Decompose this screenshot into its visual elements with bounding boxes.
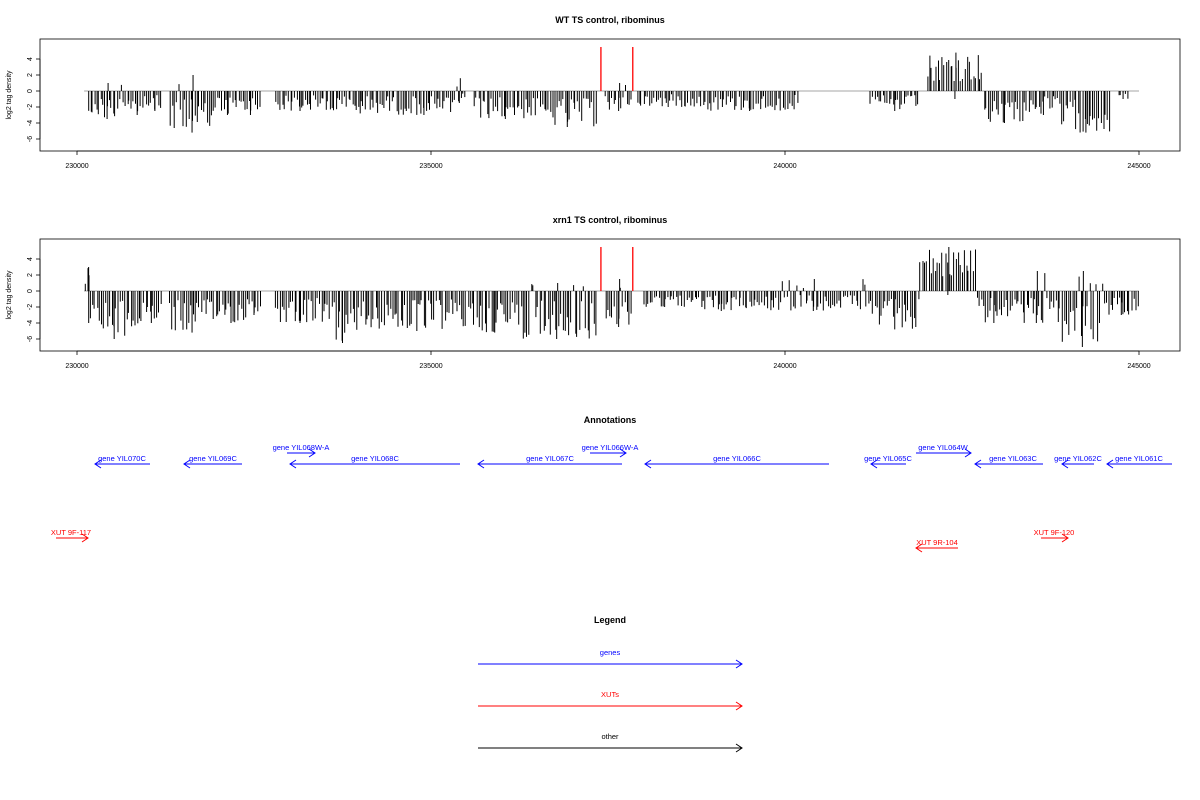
gene-arrow: gene YIL066W-A [582,443,639,458]
gene-arrow: gene YIL067C [477,454,622,469]
arrow-head [289,459,297,469]
gene-arrow: gene YIL062C [1054,454,1102,469]
y-axis-label: log2 tag density [6,70,13,120]
y-tick-label: 2 [27,73,34,77]
y-tick-label: -6 [27,136,34,142]
y-tick-label: 4 [27,257,34,261]
gene-label: gene YIL061C [1115,454,1163,463]
panel-xrn1: xrn1 TS control, ribominus log2 tag dens… [6,215,1181,370]
gene-label: gene YIL068C [351,454,399,463]
gene-arrow: gene YIL069C [183,454,242,469]
arrow-head [183,459,191,469]
signal-marks [84,47,1139,133]
legend-arrow-head [735,743,743,753]
x-tick-label: 235000 [419,363,442,370]
arrow-head [974,459,982,469]
legend-label: genes [600,648,621,657]
y-tick-label: -6 [27,336,34,342]
y-tick-label: -4 [27,120,34,126]
arrow-head [1061,533,1069,543]
legend-label: XUTs [601,690,619,699]
arrow-head [1106,459,1114,469]
x-tick-label: 230000 [65,363,88,370]
gene-label: gene YIL065C [864,454,912,463]
y-axis-label: log2 tag density [6,270,13,320]
y-tick-label: 0 [27,289,34,293]
axes: -6 -4 -2 0 2 4 230000 235000 240000 245000 [27,57,1151,170]
arrow-head [308,448,316,458]
arrow-head [619,448,627,458]
arrow-head [870,459,878,469]
legend-item: XUTs [478,690,743,711]
gene-label: gene YIL070C [98,454,146,463]
annotations-panel: Annotations gene YIL070C gene YIL069C gene… [51,415,1172,553]
gene-arrow: gene YIL066C [644,454,829,469]
legend: Legend genes XUTs other [478,615,743,753]
gene-label: gene YIL066W-A [582,443,639,452]
legend-title: Legend [594,615,626,625]
gene-label: gene YIL067C [526,454,574,463]
gene-arrow: gene YIL061C [1106,454,1172,469]
gene-arrow: gene YIL070C [94,454,150,469]
xut-label: XUT 9F-120 [1034,528,1075,537]
xut-arrow: XUT 9R-104 [915,538,958,553]
gene-arrow: gene YIL065C [864,454,912,469]
arrow-head [644,459,652,469]
xut-arrow: XUT 9F-120 [1034,528,1075,543]
y-tick-label: -2 [27,304,34,310]
y-tick-label: 2 [27,273,34,277]
arrow-head [477,459,485,469]
signal-marks [84,247,1139,347]
x-tick-label: 235000 [419,163,442,170]
arrow-head [1061,459,1069,469]
arrow-head [915,543,923,553]
legend-item: other [478,732,743,753]
arrow-head [964,448,972,458]
gene-arrow: gene YIL068C [289,454,460,469]
gene-label: gene YIL069C [189,454,237,463]
xut-arrow: XUT 9F-117 [51,528,91,543]
gene-label: gene YIL068W-A [273,443,330,452]
x-tick-label: 240000 [773,363,796,370]
x-tick-label: 245000 [1127,163,1150,170]
x-tick-label: 240000 [773,163,796,170]
xut-label: XUT 9R-104 [916,538,958,547]
x-tick-label: 245000 [1127,363,1150,370]
panel-wt: WT TS control, ribominus log2 tag densit… [6,15,1181,170]
y-tick-label: -4 [27,320,34,326]
xut-label: XUT 9F-117 [51,528,91,537]
legend-arrow-head [735,701,743,711]
x-tick-label: 230000 [65,163,88,170]
axes: -6 -4 -2 0 2 4 230000 235000 240000 245000 [27,257,1151,370]
panel-title: WT TS control, ribominus [555,15,665,25]
gene-arrow: gene YIL068W-A [273,443,330,458]
gene-label: gene YIL063C [989,454,1037,463]
gene-arrow: gene YIL063C [974,454,1043,469]
gene-label: gene YIL064W [918,443,968,452]
gene-arrow: gene YIL064W [916,443,972,458]
legend-label: other [601,732,619,741]
panel-title: xrn1 TS control, ribominus [553,215,668,225]
gene-label: gene YIL062C [1054,454,1102,463]
annotations-title: Annotations [584,415,637,425]
y-tick-label: -2 [27,104,34,110]
y-tick-label: 0 [27,89,34,93]
gene-label: gene YIL066C [713,454,761,463]
legend-arrow-head [735,659,743,669]
arrow-head [94,459,102,469]
legend-item: genes [478,648,743,669]
arrow-head [81,533,89,543]
y-tick-label: 4 [27,57,34,61]
